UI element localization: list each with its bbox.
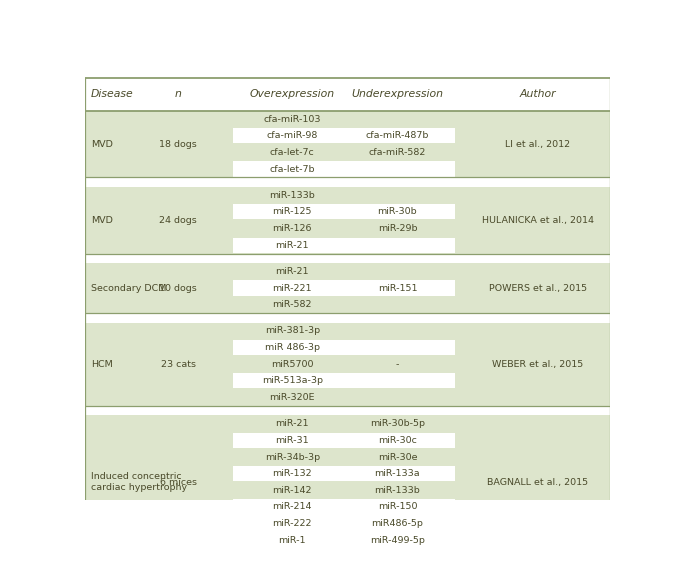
Bar [353, 238, 455, 253]
Text: miR-29b: miR-29b [378, 224, 417, 233]
Text: Author: Author [519, 89, 556, 99]
Text: miR-151: miR-151 [378, 284, 417, 293]
Text: Disease: Disease [91, 89, 134, 99]
Text: n: n [175, 89, 182, 99]
Bar [233, 280, 353, 296]
Text: LI et al., 2012: LI et al., 2012 [505, 139, 570, 148]
Text: miR-214: miR-214 [273, 502, 312, 511]
Text: cfa-miR-103: cfa-miR-103 [264, 115, 321, 124]
Bar [233, 238, 353, 253]
Text: miR-34b-3p: miR-34b-3p [264, 452, 320, 461]
Bar [85, 78, 610, 111]
Text: miR5700: miR5700 [271, 360, 313, 369]
Bar [353, 533, 455, 548]
Text: miR-21: miR-21 [275, 419, 309, 428]
Bar [233, 433, 353, 448]
Text: miR-126: miR-126 [273, 224, 312, 233]
Bar [353, 280, 455, 296]
Bar [353, 128, 455, 143]
Text: miR-133b: miR-133b [374, 486, 420, 495]
Text: cfa-miR-582: cfa-miR-582 [369, 148, 426, 157]
Text: miR-21: miR-21 [275, 267, 309, 276]
Text: 10 dogs: 10 dogs [159, 284, 197, 293]
Bar [233, 128, 353, 143]
Text: miR-30c: miR-30c [378, 436, 417, 445]
Text: HULANICKA et al., 2014: HULANICKA et al., 2014 [481, 216, 594, 225]
Bar [85, 111, 610, 178]
Bar [233, 466, 353, 481]
Text: miR-320E: miR-320E [270, 393, 315, 402]
Bar [353, 433, 455, 448]
Text: miR-582: miR-582 [273, 300, 312, 309]
Bar [85, 415, 610, 549]
Text: miR 486-3p: miR 486-3p [265, 343, 320, 352]
Text: Underexpression: Underexpression [351, 89, 443, 99]
Text: POWERS et al., 2015: POWERS et al., 2015 [489, 284, 586, 293]
Bar [353, 466, 455, 481]
Text: miR486-5p: miR486-5p [372, 519, 423, 528]
Text: -: - [396, 360, 399, 369]
Bar [233, 533, 353, 548]
Text: miR-142: miR-142 [273, 486, 312, 495]
Text: miR-125: miR-125 [273, 207, 312, 216]
Text: miR-30b-5p: miR-30b-5p [370, 419, 425, 428]
Text: BAGNALL et al., 2015: BAGNALL et al., 2015 [487, 478, 589, 487]
Bar [85, 187, 610, 253]
Text: miR-133a: miR-133a [374, 469, 420, 478]
Text: 24 dogs: 24 dogs [159, 216, 197, 225]
Text: miR-31: miR-31 [275, 436, 309, 445]
Text: MVD: MVD [91, 216, 113, 225]
Text: HCM: HCM [91, 360, 113, 369]
Bar [233, 373, 353, 388]
Text: cfa-let-7c: cfa-let-7c [270, 148, 315, 157]
Text: miR-132: miR-132 [273, 469, 312, 478]
Text: 23 cats: 23 cats [161, 360, 196, 369]
Bar [353, 205, 455, 219]
Bar [353, 373, 455, 388]
Text: cfa-miR-98: cfa-miR-98 [266, 131, 318, 140]
Text: miR-221: miR-221 [273, 284, 312, 293]
Bar [233, 205, 353, 219]
Text: miR-222: miR-222 [273, 519, 312, 528]
Text: miR-1: miR-1 [279, 536, 306, 545]
Bar [353, 340, 455, 355]
Text: MVD: MVD [91, 139, 113, 148]
Text: cfa-let-7b: cfa-let-7b [270, 165, 315, 174]
Text: miR-21: miR-21 [275, 241, 309, 250]
Text: Induced concentric
cardiac hypertrophy: Induced concentric cardiac hypertrophy [91, 472, 187, 492]
Text: miR-381-3p: miR-381-3p [264, 327, 320, 336]
Text: miR-30e: miR-30e [378, 452, 417, 461]
Text: miR-513a-3p: miR-513a-3p [262, 377, 323, 386]
Bar [353, 500, 455, 515]
Bar [233, 500, 353, 515]
Text: cfa-miR-487b: cfa-miR-487b [365, 131, 429, 140]
Text: WEBER et al., 2015: WEBER et al., 2015 [492, 360, 583, 369]
Text: miR-499-5p: miR-499-5p [370, 536, 425, 545]
Bar [85, 558, 610, 562]
Text: miR-133b: miR-133b [269, 191, 315, 200]
Text: 6 mices: 6 mices [160, 478, 197, 487]
Text: Secondary DCM: Secondary DCM [91, 284, 166, 293]
Bar [85, 263, 610, 313]
Text: miR-30b: miR-30b [378, 207, 417, 216]
Bar [233, 161, 353, 176]
Bar [233, 340, 353, 355]
Bar [353, 161, 455, 176]
Text: 18 dogs: 18 dogs [159, 139, 197, 148]
Text: miR-150: miR-150 [378, 502, 417, 511]
Bar [85, 323, 610, 406]
Text: Overexpression: Overexpression [250, 89, 335, 99]
